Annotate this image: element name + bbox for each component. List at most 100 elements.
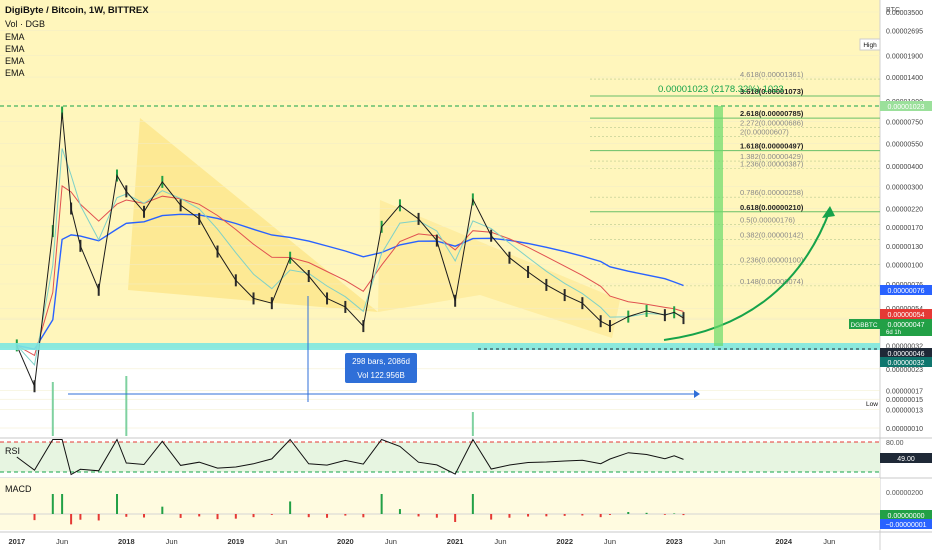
macd-bar (116, 494, 119, 514)
measure-vol-label: Vol 122.956B (357, 371, 405, 380)
macd-bar (270, 514, 273, 515)
fib-level-label: 0.5(0.00000176) (740, 215, 796, 224)
x-tick-label: 2017 (8, 537, 25, 546)
macd-bar (289, 501, 292, 514)
macd-bar (362, 514, 365, 518)
price-tick-label: 0.00002695 (886, 29, 923, 36)
macd-bar (33, 514, 36, 521)
fib-level-label: 4.618(0.00001361) (740, 70, 804, 79)
price-line (16, 112, 684, 389)
fib-level-label: 0.382(0.00000142) (740, 231, 804, 240)
price-tick-label: 0.00000550 (886, 141, 923, 148)
macd-bar (581, 514, 584, 516)
macd-bar (344, 514, 347, 516)
x-tick-label: 2019 (227, 537, 244, 546)
fib-level-label: 2.272(0.00000686) (740, 119, 804, 128)
macd-histogram (33, 494, 685, 525)
projection-arrowhead (822, 206, 835, 218)
macd-bar (307, 514, 310, 518)
price-tick-label: 0.00001400 (886, 75, 923, 82)
ema-badge-red (880, 309, 932, 319)
x-tick-label: Jun (494, 537, 506, 546)
support-band (0, 343, 880, 350)
price-tick-label: 0.00000170 (886, 225, 923, 232)
macd-bar (545, 514, 548, 517)
macd-bar (673, 513, 676, 514)
x-tick-label: Jun (166, 537, 178, 546)
target-badge-text: 0.00001023 (888, 104, 925, 111)
price-tick-label: 0.00000023 (886, 367, 923, 374)
x-tick-label: 2018 (118, 537, 135, 546)
x-tick-label: Jun (823, 537, 835, 546)
price-tick-label: 0.00000130 (886, 244, 923, 251)
support-badge-2 (880, 357, 932, 367)
macd-bar (417, 514, 420, 517)
x-tick-label: Jun (713, 537, 725, 546)
macd-bar (70, 514, 73, 525)
macd-bar (326, 514, 329, 518)
volume-bar (471, 412, 474, 436)
legend-volume: Vol · DGB (5, 19, 45, 29)
price-tick-label: 0.00000032 (886, 343, 923, 350)
x-tick-label: Jun (275, 537, 287, 546)
time-axis: 2017 Jun 2018 Jun 2019 Jun 2020 Jun 2021 Jun 2022 J… (8, 537, 835, 546)
volume-bar (51, 382, 54, 436)
x-tick-label: Jun (56, 537, 68, 546)
symbol-badge (849, 319, 880, 329)
fib-level-label: 0.618(0.00000210) (740, 203, 804, 212)
ema-badge-red-text: 0.00000054 (888, 312, 925, 319)
symbol-badge-text: DGBBTC (850, 322, 877, 329)
macd-bar (435, 514, 438, 518)
rsi-line (16, 438, 684, 476)
macd-zero-badge (880, 510, 932, 520)
high-label-bg (859, 38, 881, 51)
target-bar (714, 106, 723, 346)
macd-bar (179, 514, 182, 518)
rsi-band-bg (0, 442, 880, 472)
high-label: High (863, 42, 877, 49)
macd-bar (645, 512, 648, 514)
macd-bar (508, 514, 511, 518)
ema-badge-blue-text: 0.00000076 (888, 288, 925, 295)
x-tick-label: Jun (385, 537, 397, 546)
macd-value-badge (880, 519, 932, 529)
price-badge (880, 319, 932, 336)
triangle-pattern-left (128, 118, 378, 312)
fib-level-label: 0.148(0.00000074) (740, 277, 804, 286)
price-tick-label: 0.00000400 (886, 164, 923, 171)
price-tick-label: 0.00000750 (886, 119, 923, 126)
macd-bg (0, 478, 880, 530)
price-tick-label: 0.00001900 (886, 53, 923, 60)
support-badge-2-text: 0.00000032 (888, 360, 925, 367)
price-axis-bg (880, 0, 932, 550)
low-label: Low (866, 401, 878, 408)
macd-bar (490, 514, 493, 520)
macd-bar (471, 494, 474, 514)
volume-bar (125, 376, 128, 436)
x-tick-label: Jun (604, 537, 616, 546)
macd-bar (198, 514, 201, 517)
fib-level-label: 2(0.00000607) (740, 127, 789, 136)
legend-ema-1: EMA (5, 32, 25, 42)
support-badge-text: 0.00000046 (888, 351, 925, 358)
rsi-label: RSI (5, 446, 20, 456)
price-tick-label: 0.00003500 (886, 10, 923, 17)
fib-level-label: 1.382(0.00000429) (740, 152, 804, 161)
chart-title: DigiByte / Bitcoin, 1W, BITTREX (5, 5, 149, 16)
price-tick-label: 0.00000017 (886, 388, 923, 395)
fib-level-label: 0.786(0.00000258) (740, 188, 804, 197)
x-tick-label: 2022 (556, 537, 573, 546)
measure-arrowhead (694, 390, 700, 398)
x-tick-label: 2023 (666, 537, 683, 546)
price-tick-label: 0.00000010 (886, 426, 923, 433)
measure-label-box (345, 353, 417, 383)
price-tick-label: 0.00000220 (886, 206, 923, 213)
price-tick-label: 0.00000100 (886, 262, 923, 269)
countdown-text: 6d 1h (886, 330, 901, 336)
fib-level-label: 3.618(0.00001073) (740, 87, 804, 96)
macd-bar (527, 514, 530, 517)
price-tick-label: 0.00000300 (886, 184, 923, 191)
macd-bar (61, 494, 64, 514)
